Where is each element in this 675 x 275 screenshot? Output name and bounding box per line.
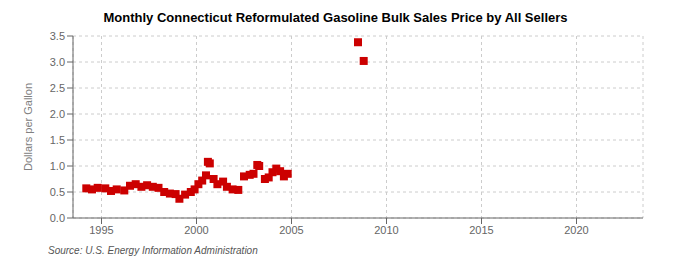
html-text:Source: U.S. Energy Informatio: Source: U.S. Energy Information Administ… — [48, 245, 258, 256]
svg-text:3.5: 3.5 — [50, 30, 65, 42]
svg-text:2.0: 2.0 — [50, 108, 65, 120]
svg-text:2020: 2020 — [564, 224, 588, 236]
svg-text:1.5: 1.5 — [50, 134, 65, 146]
html-text:Monthly Connecticut Reformulat: Monthly Connecticut Reformulated Gasolin… — [103, 10, 568, 25]
svg-text:1.0: 1.0 — [50, 160, 65, 172]
svg-text:2015: 2015 — [469, 224, 493, 236]
svg-text:0.5: 0.5 — [50, 186, 65, 198]
svg-text:2005: 2005 — [279, 224, 303, 236]
svg-text:2000: 2000 — [184, 224, 208, 236]
svg-text:2010: 2010 — [374, 224, 398, 236]
svg-text:2.5: 2.5 — [50, 82, 65, 94]
svg-text:0.0: 0.0 — [50, 212, 65, 224]
svg-text:3.0: 3.0 — [50, 56, 65, 68]
svg-text:1995: 1995 — [89, 224, 113, 236]
svg-text:Dollars per Gallon: Dollars per Gallon — [22, 83, 34, 171]
